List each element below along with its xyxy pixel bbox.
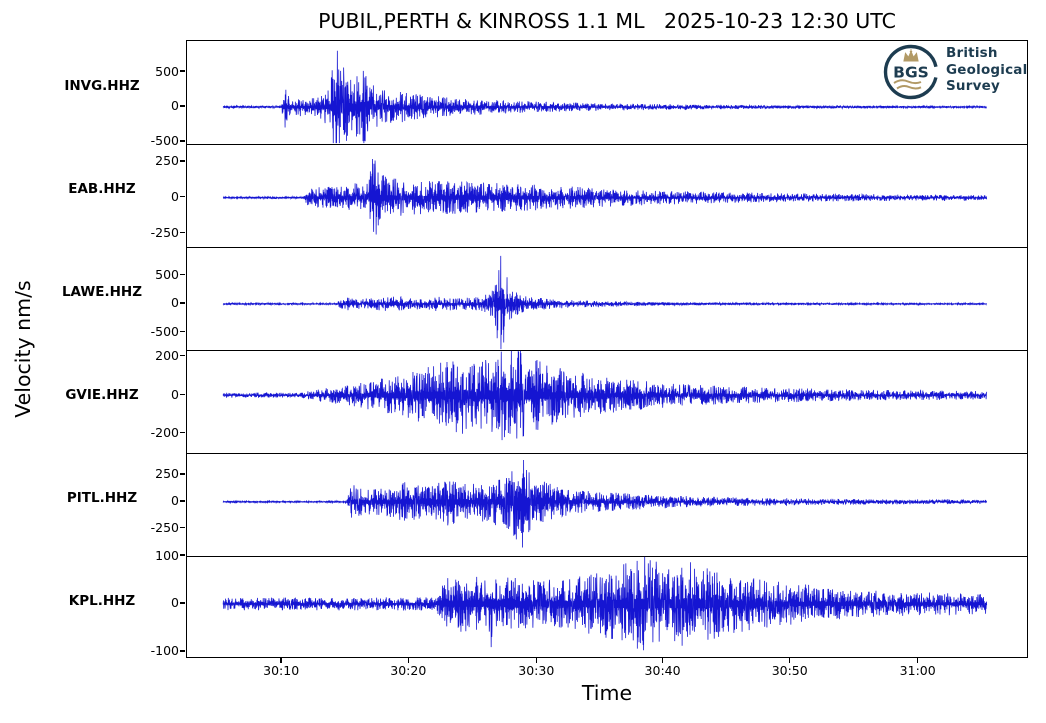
y-tick-label: -200 [150,425,179,441]
panel-separator [187,555,1027,557]
y-tick-mark [180,273,186,276]
y-tick-label: -100 [150,643,179,659]
station-label-eab: EAB.HHZ [68,181,136,197]
y-tick-mark [180,526,186,529]
bgs-roundel-circle [883,44,939,100]
x-tick-label: 30:20 [390,663,427,678]
station-label-pitl: PITL.HHZ [66,490,138,506]
y-tick-label: 500 [155,63,179,79]
y-tick-mark [180,473,186,475]
station-label-lawe: LAWE.HHZ [61,284,143,300]
bgs-logo-line2: Geological [946,61,1028,78]
x-tick-label: 30:50 [771,663,808,678]
bgs-logo: BGS British Geological Survey [882,43,1028,103]
y-tick-mark [180,432,186,434]
y-tick-label: 500 [155,266,179,282]
seismogram-trace [222,158,988,235]
y-tick-label: 200 [155,348,179,364]
crown-icon [903,49,919,62]
station-label-invg: INVG.HHZ [64,78,140,94]
x-tick-label: 31:00 [899,663,936,678]
trace-svg [222,255,987,350]
bgs-roundel: BGS [883,44,939,100]
x-tick-mark [407,658,409,663]
y-tick-label: -250 [150,224,179,240]
plot-title: PUBIL,PERTH & KINROSS 1.1 ML 2025-10-23 … [318,9,896,33]
y-tick-label: 0 [171,386,179,402]
bgs-logo-line3: Survey [946,78,1000,94]
x-tick-mark [661,658,664,663]
y-tick-mark [180,393,186,395]
panel-separator [187,452,1027,454]
panel-separator [187,143,1027,145]
y-tick-mark [180,355,186,357]
y-tick-mark [180,500,186,502]
y-tick-mark [180,602,186,604]
x-tick-label: 30:30 [518,663,555,678]
y-tick-mark [180,302,186,304]
station-label-gvie: GVIE.HHZ [65,387,139,403]
x-tick-label: 30:40 [644,663,681,678]
trace-panel [187,247,1027,350]
y-tick-label: 250 [155,466,179,482]
y-tick-mark [180,105,186,107]
y-tick-mark [180,195,186,198]
y-tick-label: -500 [150,133,179,149]
seismogram-trace [222,350,988,441]
y-tick-label: 0 [171,295,179,311]
x-tick-label: 30:10 [263,663,300,678]
bgs-logo-text: British Geological Survey [946,45,1027,95]
panel-separator [187,246,1027,248]
y-tick-label: 0 [171,595,179,611]
plot-area [186,40,1028,658]
station-label-kpl: KPL.HHZ [68,593,136,609]
y-tick-label: 0 [171,98,179,114]
y-tick-mark [180,554,186,556]
trace-panel [187,144,1027,247]
panel-separator [187,349,1027,351]
y-axis-title: Velocity nm/s [11,280,35,418]
y-tick-label: 0 [171,189,179,205]
bgs-abbr: BGS [893,64,929,82]
x-tick-mark [535,658,537,663]
seismogram-trace [222,459,988,548]
y-tick-mark [180,330,186,333]
trace-svg [222,556,988,651]
y-tick-mark [180,231,186,234]
trace-svg [222,50,987,144]
trace-svg [222,350,988,441]
x-tick-mark [280,658,282,663]
y-tick-label: 100 [155,547,179,563]
y-tick-mark [180,650,186,652]
trace-svg [222,459,988,548]
trace-panel [187,556,1027,659]
y-tick-label: -500 [150,323,179,339]
trace-panel [187,350,1027,453]
x-tick-mark [916,658,919,663]
x-axis-title: Time [581,681,633,705]
seismogram-trace [222,255,987,350]
y-tick-mark [180,160,186,162]
x-tick-mark [789,658,791,663]
y-tick-label: 0 [171,493,179,509]
waves-icon-2 [896,85,922,90]
trace-panel [187,41,1027,144]
trace-svg [222,158,988,235]
seismogram-trace [222,50,987,144]
y-tick-label: 250 [155,153,179,169]
trace-panel [187,453,1027,556]
y-tick-mark [180,70,186,72]
y-tick-mark [180,140,186,142]
bgs-logo-line1: British [946,45,998,61]
waves-icon [893,79,922,85]
y-tick-label: -250 [150,520,179,536]
seismogram-trace [222,556,988,651]
